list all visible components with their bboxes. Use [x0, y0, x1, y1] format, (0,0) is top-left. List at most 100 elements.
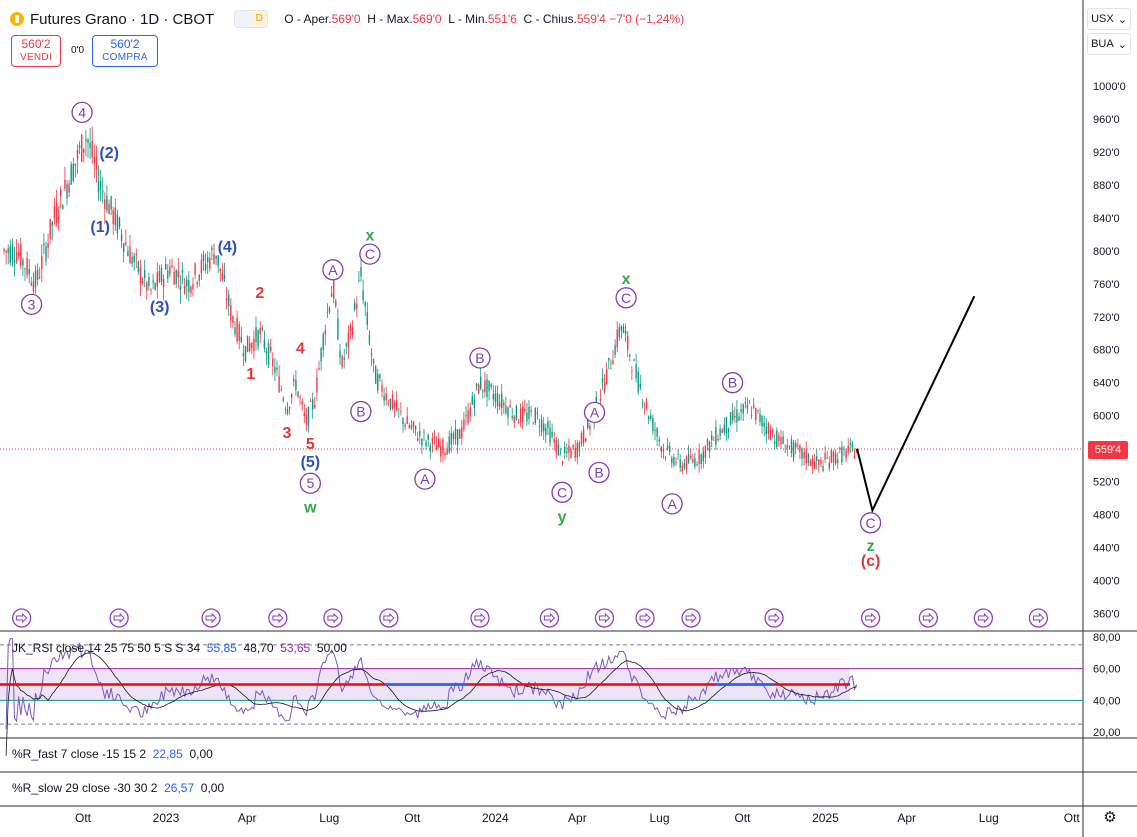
candle-body — [169, 266, 171, 275]
wave-label-text[interactable]: B — [594, 465, 603, 481]
wave-label-circle[interactable] — [20, 293, 43, 316]
candle-body — [578, 442, 581, 452]
event-marker-icon[interactable] — [1028, 608, 1049, 628]
wave-label-text[interactable]: C — [621, 290, 631, 306]
wave-label-circle[interactable] — [350, 400, 372, 423]
candle-body — [797, 445, 799, 446]
wave-label-text[interactable]: (2) — [99, 145, 119, 162]
high-value: 569'0 — [412, 12, 442, 26]
sell-button[interactable]: 560'2 VENDI — [11, 35, 61, 67]
event-marker-icon[interactable] — [539, 608, 560, 628]
event-marker-icon[interactable] — [973, 608, 994, 628]
wave-label-text[interactable]: w — [303, 499, 317, 516]
wave-label-text[interactable]: C — [365, 246, 375, 262]
candle-body — [297, 391, 299, 397]
event-marker-icon[interactable] — [323, 608, 343, 628]
wave-label-text[interactable]: A — [590, 404, 600, 420]
symbol-title[interactable]: Futures Grano · 1D · CBOT — [30, 10, 215, 28]
candle-body — [144, 270, 146, 279]
wave-label-text[interactable]: 4 — [296, 340, 305, 357]
wave-label-circle[interactable] — [322, 259, 344, 281]
wave-label-text[interactable]: (4) — [218, 239, 238, 256]
event-marker-icon[interactable] — [109, 608, 129, 628]
wave-label-text[interactable]: x — [622, 271, 631, 288]
event-marker-icon[interactable] — [860, 608, 881, 628]
wave-label-text[interactable]: B — [356, 404, 365, 420]
wave-label-text[interactable]: C — [866, 515, 876, 531]
wave-label-text[interactable]: 5 — [306, 436, 315, 453]
candle-body — [375, 366, 377, 384]
wave-label-circle[interactable] — [551, 481, 573, 503]
projection-path[interactable] — [856, 295, 976, 514]
wave-label-text[interactable]: (c) — [861, 553, 881, 570]
event-marker-icon[interactable] — [12, 608, 32, 628]
wave-label-circle[interactable] — [583, 401, 606, 424]
wave-label-circle[interactable] — [859, 512, 882, 534]
candle-body — [234, 327, 236, 335]
wave-label-text[interactable]: 1 — [246, 366, 255, 383]
wave-label-text[interactable]: 3 — [282, 425, 291, 442]
event-arrow-icon — [977, 612, 990, 624]
buy-label: COMPRA — [102, 52, 148, 63]
wave-label-text[interactable]: 2 — [255, 285, 264, 302]
time-tick-label: Lug — [319, 811, 339, 825]
rsi-ma-line — [5, 652, 857, 756]
event-marker-icon[interactable] — [681, 608, 701, 628]
wave-label-text[interactable]: A — [667, 496, 677, 512]
buy-button[interactable]: 560'2 COMPRA — [92, 35, 158, 67]
wave-label-text[interactable]: 4 — [78, 104, 86, 120]
rsi-value-1: 55,85 — [206, 641, 237, 655]
wave-label-circle[interactable] — [71, 101, 93, 124]
badge-eye-icon[interactable] — [235, 11, 252, 27]
event-marker-icon[interactable] — [918, 608, 938, 628]
candle-body — [11, 246, 14, 261]
event-marker-icon[interactable] — [201, 608, 221, 628]
candle-body — [729, 412, 732, 425]
wr-fast-legend[interactable]: %R_fast 7 close -15 15 2 22,85 0,00 — [12, 747, 213, 761]
symbol-logo-icon — [10, 12, 24, 26]
event-marker-icon[interactable] — [379, 608, 399, 628]
wave-label-text[interactable]: C — [557, 484, 567, 500]
wave-label-text[interactable]: 5 — [306, 475, 314, 491]
rsi-line[interactable] — [5, 638, 858, 729]
wave-label-text[interactable]: B — [728, 375, 737, 391]
wave-label-text[interactable]: (3) — [150, 299, 170, 316]
wave-label-text[interactable]: (5) — [301, 454, 321, 471]
candle-body — [534, 408, 536, 424]
event-marker-icon[interactable] — [764, 608, 784, 628]
candle-body — [713, 439, 715, 441]
wave-label-text[interactable]: x — [365, 227, 374, 244]
wave-label-text[interactable]: B — [475, 350, 484, 366]
event-marker-icon[interactable] — [268, 608, 288, 628]
wave-label-circle[interactable] — [721, 372, 744, 394]
candle-body — [127, 250, 129, 256]
price-tick-label: 480'0 — [1093, 510, 1120, 522]
wave-label-circle[interactable] — [299, 472, 321, 494]
event-marker-icon[interactable] — [635, 608, 655, 628]
candle-body — [459, 429, 461, 439]
event-marker-icon[interactable] — [470, 608, 490, 628]
wave-label-circle[interactable] — [359, 243, 381, 265]
wave-label-circle[interactable] — [661, 493, 683, 515]
settings-gear-icon[interactable]: ⚙ — [1103, 809, 1117, 826]
candle-body — [742, 404, 744, 414]
wave-label-circle[interactable] — [588, 461, 610, 484]
wave-label-circle[interactable] — [469, 347, 491, 369]
wave-label-text[interactable]: A — [420, 471, 430, 487]
rsi-legend[interactable]: JK_RSI close 14 25 75 50 5 S S 34 55,85 … — [12, 641, 347, 655]
wave-label-circle[interactable] — [414, 468, 436, 490]
wave-label-circle[interactable] — [615, 287, 637, 309]
event-marker-icon[interactable] — [594, 608, 615, 628]
wave-label-text[interactable]: y — [558, 509, 567, 526]
interval-badges[interactable]: D — [234, 10, 269, 28]
currency-selector[interactable]: USX ⌄ — [1087, 8, 1131, 30]
wave-label-text[interactable]: (1) — [90, 219, 110, 236]
wr-slow-legend[interactable]: %R_slow 29 close -30 30 2 26,57 0,00 — [12, 781, 224, 795]
wave-label-text[interactable]: A — [328, 262, 338, 278]
badge-delayed[interactable]: D — [251, 11, 268, 27]
wave-label-text[interactable]: 3 — [28, 296, 36, 312]
unit-selector[interactable]: BUA ⌄ — [1087, 33, 1131, 55]
candle-body — [49, 219, 51, 239]
wave-label-text[interactable]: z — [867, 538, 875, 555]
